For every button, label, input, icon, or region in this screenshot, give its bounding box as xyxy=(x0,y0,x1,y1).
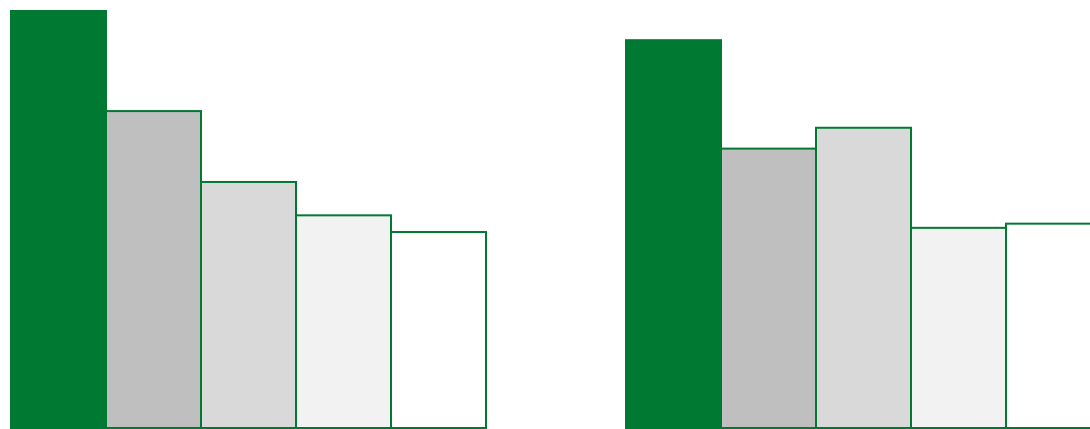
bar-0-2 xyxy=(200,180,297,429)
chart-left xyxy=(10,10,487,429)
bar-1-2 xyxy=(815,126,912,429)
bar-1-3 xyxy=(910,226,1007,429)
bar-0-1 xyxy=(105,110,202,429)
bar-1-0 xyxy=(625,39,722,429)
bar-0-3 xyxy=(295,214,392,429)
bar-1-4 xyxy=(1005,222,1090,429)
bar-0-0 xyxy=(10,10,107,429)
bar-1-1 xyxy=(720,147,817,429)
chart-right xyxy=(625,39,1090,429)
bar-0-4 xyxy=(390,231,487,429)
